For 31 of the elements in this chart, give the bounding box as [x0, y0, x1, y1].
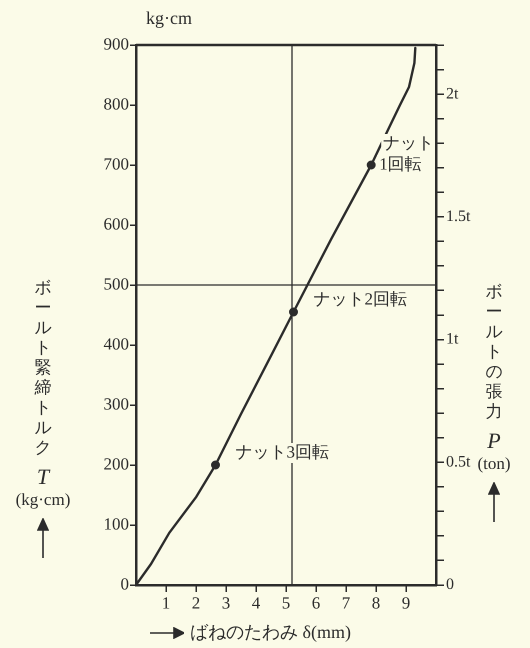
x-axis-title: ばねのたわみ δ(mm)	[190, 621, 351, 644]
y-tick-label: 300	[104, 394, 129, 414]
text: ボールト緊締トルク T (kg·cm)	[16, 278, 70, 509]
y2-tick-label: 1.5t	[446, 208, 471, 226]
y-tick-label: 100	[104, 514, 129, 534]
y-tick-label: 900	[104, 34, 129, 54]
y-tick-label: 800	[104, 94, 129, 114]
annotation: ナット 1回転	[379, 133, 434, 174]
x-tick-label: 6	[312, 594, 320, 613]
y-tick-label: 0	[120, 574, 129, 594]
x-tick-label: 8	[372, 594, 380, 613]
y-tick-label: 400	[104, 334, 129, 354]
y-tick-label: 200	[104, 454, 129, 474]
y2-tick-label: 0	[446, 576, 454, 594]
annotation: ナット2回転	[314, 289, 407, 308]
y2-tick-label: 1t	[446, 330, 459, 348]
y2-tick-label: 0.5t	[446, 453, 471, 470]
x-tick-label: 3	[222, 594, 230, 613]
y-tick-label: 500	[104, 274, 129, 294]
x-tick-label: 1	[162, 594, 170, 613]
text: ボールトの張力 P (ton)	[477, 282, 511, 473]
y2-tick-label: 2t	[446, 85, 459, 102]
x-tick-label: 7	[342, 594, 351, 613]
text: kg·cm	[146, 8, 192, 29]
y-tick-label: 700	[104, 154, 129, 174]
annotation: ナット3回転	[236, 442, 329, 462]
x-tick-label: 4	[252, 594, 261, 613]
x-tick-label: 5	[282, 594, 290, 613]
x-tick-label: 9	[402, 594, 410, 613]
y-tick-label: 600	[104, 214, 129, 234]
x-tick-label: 2	[192, 594, 200, 613]
